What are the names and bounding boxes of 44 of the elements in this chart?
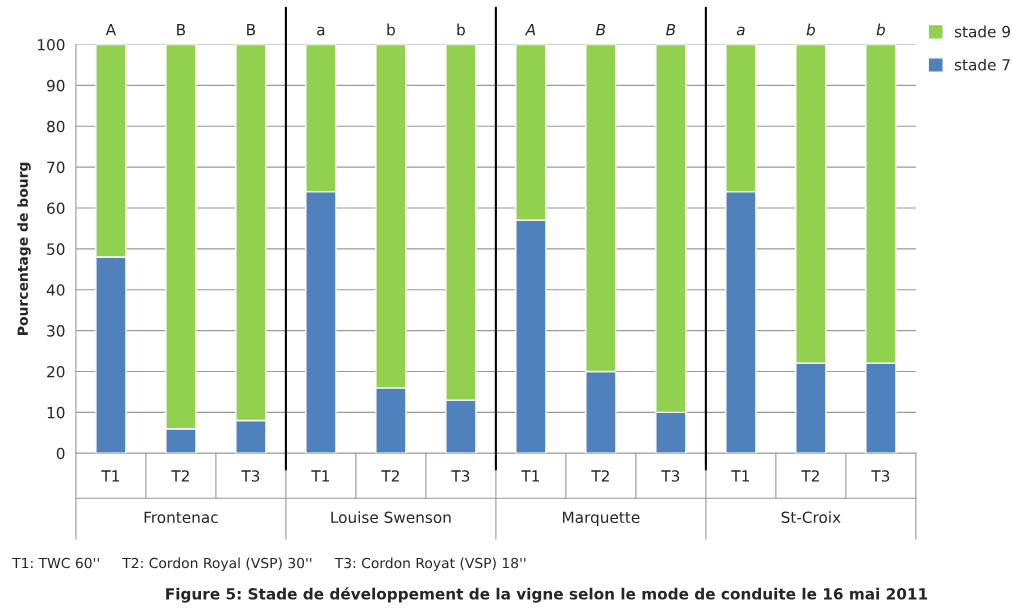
y-tick-label: 40 bbox=[46, 284, 65, 296]
x-tick-label: T1 bbox=[311, 470, 329, 482]
text: b bbox=[457, 23, 465, 36]
text: Marquette bbox=[563, 511, 640, 527]
text: Frontenac bbox=[144, 511, 218, 524]
text: b bbox=[387, 23, 395, 36]
x-tick-label: T1 bbox=[521, 470, 539, 482]
text: B bbox=[247, 24, 256, 36]
y-tick-label: 30 bbox=[47, 325, 65, 337]
x-tick-label: T3 bbox=[661, 470, 680, 482]
y-tick-label: 60 bbox=[47, 202, 65, 215]
text: B bbox=[596, 24, 606, 36]
y-axis-title: Pourcentage de bourg bbox=[17, 162, 31, 335]
y-tick-label: 50 bbox=[47, 243, 65, 255]
y-tick-label: 10 bbox=[47, 406, 65, 419]
y-tick-label: 20 bbox=[47, 365, 65, 378]
text: Figure 5: Stade de développement de la vigne selon le mode de conduite le 16 mai 2011 bbox=[166, 587, 928, 603]
legend-label: stade 9 bbox=[954, 25, 1010, 38]
text: b bbox=[806, 23, 815, 36]
x-tick-label: T2 bbox=[591, 470, 609, 482]
y-tick-label: 80 bbox=[47, 120, 65, 133]
y-tick-label: 100 bbox=[38, 39, 65, 51]
text: B bbox=[177, 24, 186, 36]
text: B bbox=[666, 24, 676, 36]
text: a bbox=[736, 26, 745, 36]
y-tick-label: 90 bbox=[47, 79, 65, 92]
legend-label: stade 7 bbox=[954, 58, 1010, 71]
x-tick-label: T3 bbox=[871, 470, 890, 482]
x-tick-label: T1 bbox=[731, 470, 749, 482]
text: Louise Swenson bbox=[331, 511, 451, 524]
text: b bbox=[876, 23, 885, 36]
x-tick-label: T3 bbox=[451, 470, 470, 482]
y-tick-label: 0 bbox=[56, 447, 65, 460]
x-tick-label: T2 bbox=[171, 470, 189, 482]
text: A bbox=[105, 24, 116, 36]
text: a bbox=[317, 26, 325, 36]
x-tick-label: T1 bbox=[101, 470, 120, 482]
text: T1: TWC 60'' T2: Cordon Royal (VSP) 30'' T3: Cordon Royat (VSP) 18'' bbox=[12, 557, 526, 571]
x-tick-label: T2 bbox=[801, 470, 819, 482]
text: A bbox=[524, 24, 536, 36]
text: St-Croix bbox=[781, 511, 841, 524]
x-tick-label: T2 bbox=[381, 470, 399, 482]
y-tick-label: 70 bbox=[47, 161, 65, 174]
x-tick-label: T3 bbox=[241, 470, 260, 482]
